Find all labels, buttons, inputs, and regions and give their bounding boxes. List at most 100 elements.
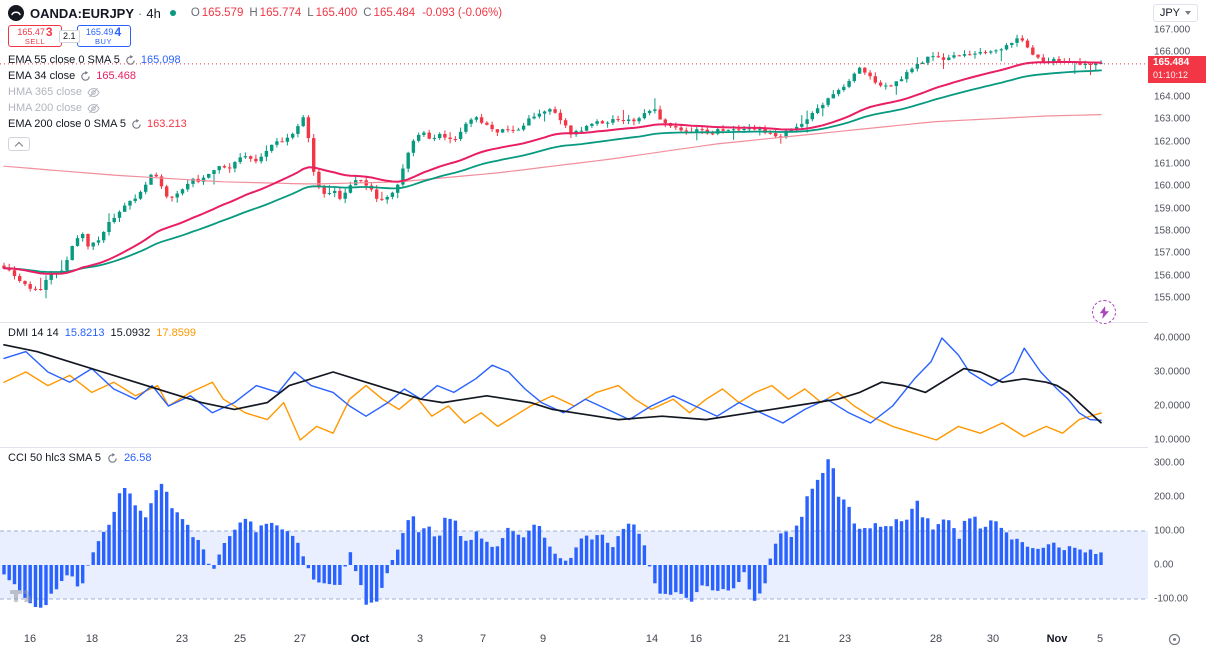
price-axis-label: 166.000 xyxy=(1154,46,1191,58)
cci-axis-label: 300.00 xyxy=(1154,457,1185,469)
price-axis-label: 162.000 xyxy=(1154,136,1191,148)
price-axis-label: 158.000 xyxy=(1154,225,1191,237)
legend-row-ema34[interactable]: EMA 34 close 165.468 xyxy=(8,68,187,84)
price-axis-label: 160.000 xyxy=(1154,180,1191,192)
time-axis-label: 23 xyxy=(838,633,852,645)
price-axis-label: 155.000 xyxy=(1154,292,1191,304)
right-axis[interactable]: 165.484 01:10:12 167.000 166.000 164.000 16… xyxy=(1148,0,1206,628)
time-axis[interactable]: 16 18 23 25 27 Oct 3 7 9 14 16 21 23 28 30 Nov 5 xyxy=(0,628,1206,650)
indicator-label: EMA 34 close xyxy=(8,70,76,82)
time-axis-label: 18 xyxy=(85,633,99,645)
cci-legend[interactable]: CCI 50 hlc3 SMA 5 26.58 xyxy=(8,452,152,464)
legend-row-ema55[interactable]: EMA 55 close 0 SMA 5 165.098 xyxy=(8,52,187,68)
price-axis-label: 163.000 xyxy=(1154,113,1191,125)
symbol-title[interactable]: OANDA:EURJPY · 4h xyxy=(30,6,161,21)
buy-label: BUY xyxy=(95,36,112,46)
time-axis-label: 14 xyxy=(645,633,659,645)
time-axis-label: 7 xyxy=(479,633,487,645)
cci-value: 26.58 xyxy=(123,452,152,464)
indicator-legend: EMA 55 close 0 SMA 5 165.098 EMA 34 clos… xyxy=(8,52,187,151)
indicator-label: EMA 200 close 0 SMA 5 xyxy=(8,118,127,130)
price-axis-label: 161.000 xyxy=(1154,158,1191,170)
cci-axis-label: 0.00 xyxy=(1154,559,1174,571)
low-value: 165.400 xyxy=(315,7,358,19)
sync-icon xyxy=(131,118,142,130)
cci-axis-label: -100.00 xyxy=(1154,593,1188,605)
time-axis-label: 25 xyxy=(233,633,247,645)
price-axis-label: 157.000 xyxy=(1154,247,1191,259)
collapse-legend-button[interactable] xyxy=(8,137,30,151)
time-axis-label: 16 xyxy=(689,633,703,645)
pane-separator[interactable] xyxy=(0,322,1206,323)
time-axis-label: 30 xyxy=(986,633,1000,645)
buy-price-sup: 4 xyxy=(114,24,122,39)
sell-label: SELL xyxy=(24,36,46,46)
legend-row-hma200[interactable]: HMA 200 close xyxy=(8,100,187,116)
indicator-value: 163.213 xyxy=(147,118,187,130)
time-axis-label: 28 xyxy=(929,633,943,645)
currency-selector-button[interactable]: JPY xyxy=(1152,4,1198,22)
time-axis-label: 9 xyxy=(539,633,547,645)
legend-row-hma365[interactable]: HMA 365 close xyxy=(8,84,187,100)
trade-buttons: 165.47 3 SELL 2.1 165.49 4 BUY xyxy=(8,25,131,47)
time-axis-label: 16 xyxy=(23,633,37,645)
cci-pane[interactable] xyxy=(0,447,1148,628)
cci-title: CCI 50 hlc3 SMA 5 xyxy=(8,452,101,464)
tradingview-watermark xyxy=(10,590,34,608)
price-axis-label: 156.000 xyxy=(1154,270,1191,282)
last-price-badge: 165.484 01:10:12 xyxy=(1148,56,1206,83)
price-axis-label: 167.000 xyxy=(1154,24,1191,36)
low-label: L xyxy=(307,7,314,19)
dmi-adx-value: 15.0932 xyxy=(110,327,151,339)
indicator-value: 165.468 xyxy=(96,70,137,82)
dmi-legend[interactable]: DMI 14 14 15.8213 15.0932 17.8599 xyxy=(8,327,197,339)
time-axis-label: Oct xyxy=(350,633,370,645)
legend-row-ema200[interactable]: EMA 200 close 0 SMA 5 163.213 xyxy=(8,116,187,132)
indicator-label: HMA 365 close xyxy=(8,86,82,98)
sync-icon xyxy=(125,54,136,66)
indicator-value: 165.098 xyxy=(140,54,181,66)
dmi-minus-di-value: 17.8599 xyxy=(156,327,197,339)
dmi-axis-label: 20.0000 xyxy=(1154,400,1191,412)
settings-icon[interactable] xyxy=(1168,633,1181,646)
indicator-label: HMA 200 close xyxy=(8,102,82,114)
cci-axis-label: 200.00 xyxy=(1154,491,1185,503)
chevron-down-icon xyxy=(1185,11,1191,15)
dmi-pane[interactable] xyxy=(0,322,1148,447)
symbol-name: OANDA:EURJPY xyxy=(30,5,135,21)
time-axis-label: 21 xyxy=(777,633,791,645)
close-label: C xyxy=(363,7,372,19)
sync-icon xyxy=(107,452,118,464)
lightning-icon xyxy=(1099,305,1110,319)
boost-button[interactable] xyxy=(1092,300,1116,324)
sell-price-sup: 3 xyxy=(45,24,53,39)
open-label: O xyxy=(190,7,200,19)
price-axis-label: 159.000 xyxy=(1154,203,1191,215)
interval-label[interactable]: 4h xyxy=(146,5,161,21)
indicator-label: EMA 55 close 0 SMA 5 xyxy=(8,54,120,66)
time-axis-label: 27 xyxy=(293,633,307,645)
change-value: -0.093 (-0.06%) xyxy=(422,7,503,19)
dmi-axis-label: 40.0000 xyxy=(1154,332,1191,344)
chevron-up-icon xyxy=(14,141,24,150)
hidden-eye-icon[interactable] xyxy=(87,103,100,114)
pane-separator[interactable] xyxy=(0,447,1206,448)
sync-icon xyxy=(80,70,91,82)
time-axis-label: 5 xyxy=(1096,633,1104,645)
title-separator: · xyxy=(138,5,143,21)
price-axis-label: 164.000 xyxy=(1154,91,1191,103)
cci-axis-label: 100.00 xyxy=(1154,525,1185,537)
dmi-axis-label: 10.0000 xyxy=(1154,434,1191,446)
price-pane[interactable] xyxy=(0,0,1148,322)
high-label: H xyxy=(249,7,258,19)
spread-label: 2.1 xyxy=(59,29,80,43)
buy-button[interactable]: 165.49 4 BUY xyxy=(76,24,131,47)
market-status-icon xyxy=(169,10,176,16)
last-price-value: 165.484 xyxy=(1153,57,1190,68)
dmi-axis-label: 30.0000 xyxy=(1154,366,1191,378)
sell-button[interactable]: 165.47 3 SELL xyxy=(8,25,62,47)
buy-price: 165.49 xyxy=(85,26,114,37)
hidden-eye-icon[interactable] xyxy=(87,87,100,98)
ohlc-values: O 165.579 H 165.774 L 165.400 C 165.484 -0.0… xyxy=(185,7,502,19)
time-axis-label: Nov xyxy=(1046,633,1068,645)
